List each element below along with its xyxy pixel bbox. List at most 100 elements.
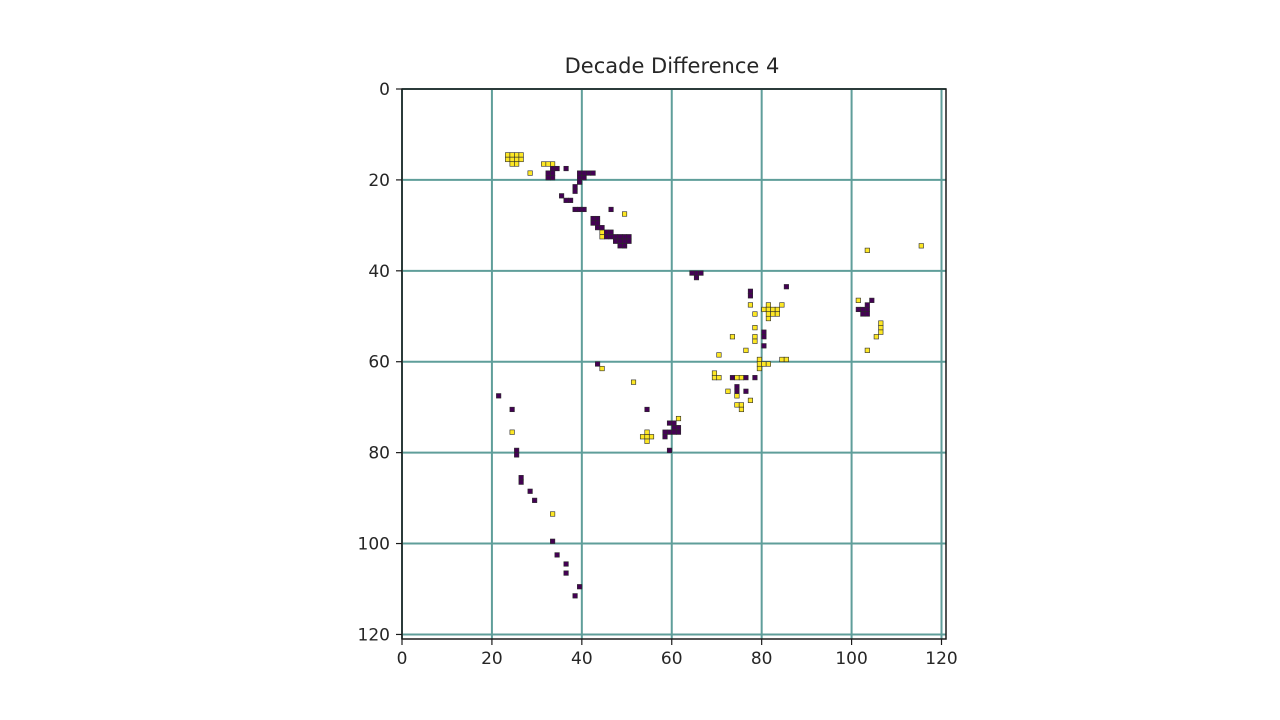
cell-negative bbox=[761, 343, 767, 349]
cell-positive bbox=[774, 311, 780, 317]
cell-negative bbox=[509, 406, 515, 413]
cell-positive bbox=[716, 352, 722, 358]
cell-positive bbox=[518, 152, 524, 158]
cell-negative bbox=[644, 406, 650, 413]
cell-negative bbox=[860, 306, 866, 313]
cell-positive bbox=[738, 406, 744, 413]
x-tick-label: 80 bbox=[751, 649, 773, 669]
x-tick-label: 40 bbox=[571, 649, 593, 669]
cell-positive bbox=[509, 152, 515, 158]
cell-negative bbox=[617, 238, 623, 244]
cell-positive bbox=[756, 365, 762, 372]
cell-negative bbox=[514, 452, 520, 458]
cell-negative bbox=[734, 384, 740, 390]
cell-positive bbox=[734, 402, 740, 408]
cell-negative bbox=[671, 420, 677, 426]
cell-negative bbox=[608, 229, 614, 235]
cell-positive bbox=[752, 334, 758, 340]
cell-negative bbox=[617, 234, 623, 240]
cell-positive bbox=[621, 211, 628, 217]
cell-positive bbox=[878, 325, 884, 331]
cell-negative bbox=[577, 206, 583, 213]
cell-negative bbox=[689, 270, 695, 276]
cell-negative bbox=[855, 306, 861, 313]
cell-negative bbox=[626, 238, 632, 244]
cell-positive bbox=[765, 361, 771, 367]
cell-negative bbox=[617, 243, 623, 249]
cell-positive bbox=[644, 438, 650, 444]
y-tick-label: 0 bbox=[379, 80, 390, 100]
cell-positive bbox=[509, 429, 515, 435]
cell-positive bbox=[729, 334, 735, 340]
cell-positive bbox=[765, 306, 771, 313]
cell-positive bbox=[752, 325, 758, 331]
cell-negative bbox=[860, 311, 866, 317]
cell-negative bbox=[743, 375, 749, 381]
difference-cells bbox=[496, 152, 924, 599]
cell-positive bbox=[675, 415, 682, 422]
cell-negative bbox=[572, 188, 578, 194]
cell-negative bbox=[568, 197, 574, 203]
cell-positive bbox=[783, 356, 789, 363]
cell-negative bbox=[577, 170, 583, 176]
cell-negative bbox=[869, 297, 875, 303]
cell-negative bbox=[545, 175, 551, 181]
cell-positive bbox=[756, 356, 762, 363]
cell-positive bbox=[734, 375, 740, 381]
cell-negative bbox=[675, 425, 682, 431]
x-tick-label: 20 bbox=[481, 649, 503, 669]
plot-frame bbox=[401, 88, 947, 640]
cell-positive bbox=[711, 370, 718, 376]
cell-negative bbox=[563, 165, 569, 172]
cell-negative bbox=[577, 179, 583, 185]
x-tick-label: 120 bbox=[925, 649, 957, 669]
plot-area bbox=[402, 89, 946, 639]
cell-positive bbox=[873, 334, 879, 340]
cell-negative bbox=[581, 170, 587, 176]
cell-negative bbox=[599, 225, 605, 231]
cell-positive bbox=[761, 306, 767, 313]
cell-positive bbox=[761, 361, 767, 367]
cell-positive bbox=[514, 161, 520, 167]
cell-negative bbox=[698, 270, 704, 276]
cell-negative bbox=[514, 447, 520, 453]
cell-positive bbox=[644, 429, 650, 435]
cell-negative bbox=[595, 361, 601, 367]
cell-negative bbox=[496, 393, 502, 399]
cell-positive bbox=[716, 375, 722, 381]
cell-positive bbox=[864, 347, 870, 353]
cell-positive bbox=[599, 229, 605, 235]
cell-negative bbox=[864, 306, 870, 313]
cell-negative bbox=[581, 175, 587, 181]
cell-negative bbox=[577, 175, 583, 181]
cell-negative bbox=[621, 238, 628, 244]
cell-positive bbox=[774, 306, 780, 313]
cell-positive bbox=[639, 434, 646, 440]
cell-negative bbox=[666, 447, 673, 453]
y-tick-label: 80 bbox=[368, 444, 390, 464]
cell-positive bbox=[541, 161, 547, 167]
y-tick-label: 40 bbox=[368, 262, 390, 282]
cell-positive bbox=[779, 356, 785, 363]
cell-negative bbox=[621, 234, 628, 240]
cell-positive bbox=[514, 156, 520, 163]
cell-positive bbox=[765, 302, 771, 308]
cell-negative bbox=[581, 206, 587, 213]
cell-positive bbox=[725, 388, 731, 394]
cell-positive bbox=[648, 434, 655, 440]
cell-positive bbox=[550, 161, 556, 167]
cell-negative bbox=[864, 311, 870, 317]
cell-negative bbox=[590, 215, 596, 222]
cell-negative bbox=[545, 170, 551, 176]
cell-negative bbox=[743, 388, 749, 394]
cell-negative bbox=[604, 229, 610, 235]
cell-positive bbox=[747, 302, 753, 308]
cell-negative bbox=[572, 184, 578, 190]
cell-negative bbox=[595, 225, 601, 231]
cell-negative bbox=[518, 479, 524, 485]
cell-negative bbox=[675, 429, 682, 435]
cell-negative bbox=[671, 429, 677, 435]
cell-negative bbox=[586, 170, 592, 176]
cell-negative bbox=[559, 193, 565, 199]
